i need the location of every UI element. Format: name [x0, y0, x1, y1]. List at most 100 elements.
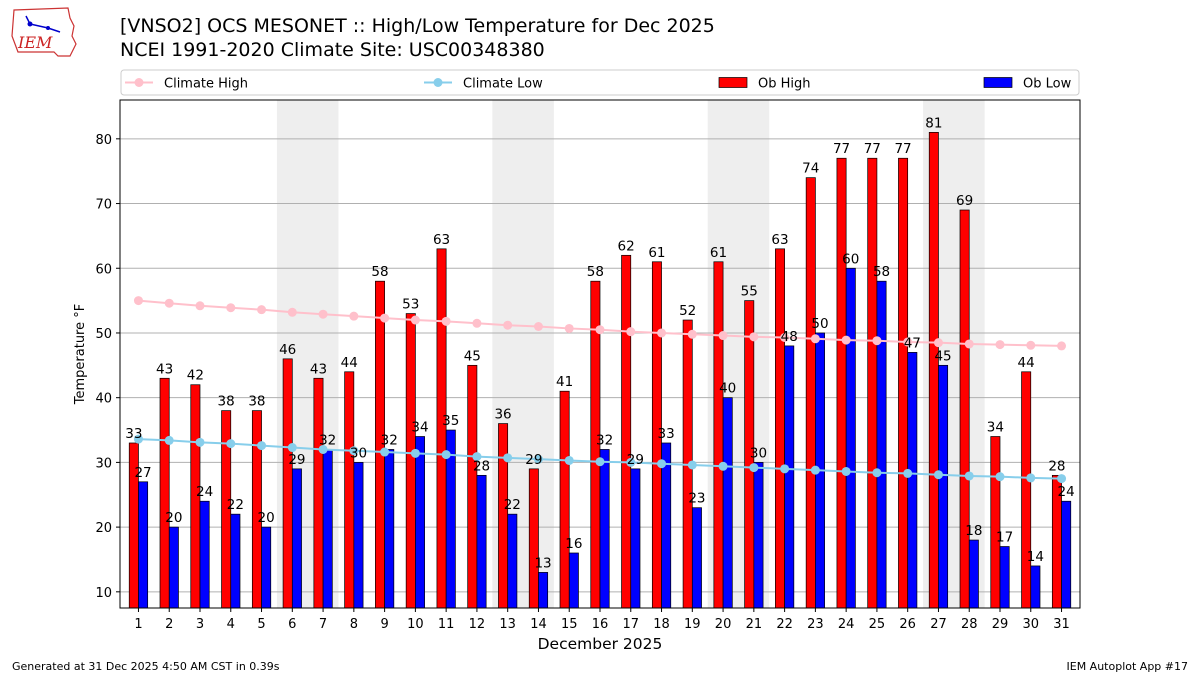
climate-lines — [133, 296, 1067, 484]
logo-text: IEM — [17, 33, 53, 52]
climate-low-point — [872, 468, 882, 478]
ob-high-label: 61 — [648, 245, 665, 261]
ob-low-bar — [599, 449, 610, 609]
ob-high-label: 58 — [587, 264, 604, 280]
climate-low-point — [164, 435, 174, 445]
climate-high-point — [718, 331, 728, 341]
ob-low-bar — [999, 546, 1010, 609]
ob-low-label: 32 — [596, 432, 613, 448]
ob-high-label: 77 — [833, 141, 850, 157]
ob-high-label: 44 — [341, 355, 358, 371]
ob-high-bar — [928, 132, 939, 609]
climate-high-point — [964, 339, 974, 349]
climate-high-point — [380, 313, 390, 323]
ob-high-bar — [621, 254, 632, 609]
climate-low-point — [626, 457, 636, 467]
ob-low-label: 58 — [873, 264, 890, 280]
climate-low-point — [1057, 474, 1067, 484]
ob-high-label: 33 — [125, 426, 142, 442]
ob-high-bar — [344, 371, 355, 609]
ob-low-bar — [753, 462, 764, 609]
legend-ob-low-label: Ob Low — [1023, 77, 1072, 92]
ob-low-label: 50 — [811, 316, 828, 332]
x-tick-label: 22 — [776, 617, 793, 632]
climate-low-point — [657, 459, 667, 469]
chart-title: [VNSO2] OCS MESONET :: High/Low Temperat… — [120, 15, 715, 37]
ob-low-label: 30 — [750, 445, 767, 461]
climate-high-point — [657, 328, 667, 338]
legend-climate-high-label: Climate High — [164, 77, 248, 92]
ob-high-label: 36 — [494, 407, 511, 423]
climate-high-point — [1057, 341, 1067, 351]
ob-low-bar — [568, 552, 579, 609]
legend-ob-high-label: Ob High — [758, 77, 811, 92]
climate-high-point — [257, 305, 267, 315]
y-tick-label: 40 — [95, 392, 112, 407]
chart-subtitle: NCEI 1991-2020 Climate Site: USC00348380 — [120, 39, 545, 61]
climate-low-point — [810, 465, 820, 475]
x-tick-label: 13 — [499, 617, 516, 632]
ob-low-bar — [476, 474, 487, 609]
ob-low-label: 34 — [411, 420, 428, 436]
climate-low-point — [226, 439, 236, 449]
ob-high-bar — [313, 377, 324, 609]
ob-low-bar — [415, 436, 425, 609]
climate-high-point — [226, 303, 236, 313]
ob-low-label: 27 — [134, 465, 151, 481]
ob-high-label: 46 — [279, 342, 296, 358]
ob-high-label: 38 — [248, 394, 265, 410]
x-tick-label: 19 — [684, 617, 701, 632]
ob-high-label: 81 — [925, 115, 942, 131]
climate-high-point — [195, 301, 205, 311]
y-tick-label: 10 — [95, 586, 112, 601]
x-tick-label: 27 — [930, 617, 947, 632]
climate-low-point — [410, 448, 420, 458]
climate-low-point — [749, 463, 759, 473]
legend-climate-low-label: Climate Low — [463, 77, 543, 92]
y-tick-label: 70 — [95, 198, 112, 213]
ob-high-label: 52 — [679, 303, 696, 319]
bar-value-labels: 33 27 43 20 42 24 38 22 38 20 46 29 43 32 44 30 58 32 53 34… — [125, 115, 1074, 571]
x-tick-label: 20 — [715, 617, 732, 632]
ob-high-label: 55 — [741, 284, 758, 300]
ob-high-bar — [159, 377, 170, 609]
x-tick-label: 7 — [319, 617, 327, 632]
x-tick-label: 25 — [869, 617, 886, 632]
climate-high-point — [872, 336, 882, 346]
climate-high-point — [810, 334, 820, 344]
climate-low-point — [964, 471, 974, 481]
climate-low-point — [687, 460, 697, 470]
y-tick-label: 60 — [95, 262, 112, 277]
ob-high-label: 74 — [802, 161, 819, 177]
ob-low-bar — [907, 352, 918, 609]
ob-high-label: 38 — [218, 394, 235, 410]
ob-low-label: 29 — [627, 452, 644, 468]
ob-low-bar — [876, 280, 887, 609]
ob-low-bar — [1061, 500, 1072, 609]
climate-high-point — [164, 298, 174, 308]
x-tick-label: 11 — [438, 617, 455, 632]
legend-box — [120, 69, 1080, 96]
ob-high-label: 69 — [956, 193, 973, 209]
climate-low-point — [1026, 473, 1036, 483]
app-footer: IEM Autoplot App #17 — [1066, 660, 1189, 673]
climate-low-point — [349, 446, 359, 456]
legend-ob-low-swatch — [983, 77, 1013, 88]
ob-high-label: 45 — [464, 348, 481, 364]
ob-high-bar — [990, 436, 1001, 609]
climate-low-point — [841, 466, 851, 476]
ob-low-bar — [353, 462, 364, 609]
x-tick-label: 15 — [561, 617, 578, 632]
ob-high-bar — [528, 468, 539, 609]
x-tick-label: 10 — [407, 617, 424, 632]
x-tick-label: 29 — [992, 617, 1009, 632]
climate-low-point — [903, 468, 913, 478]
ob-low-label: 24 — [196, 484, 213, 500]
ob-low-bar — [784, 345, 795, 609]
climate-low-point — [780, 464, 790, 474]
climate-low-point — [257, 441, 267, 451]
climate-low-point — [533, 454, 543, 464]
ob-high-label: 41 — [556, 374, 573, 390]
